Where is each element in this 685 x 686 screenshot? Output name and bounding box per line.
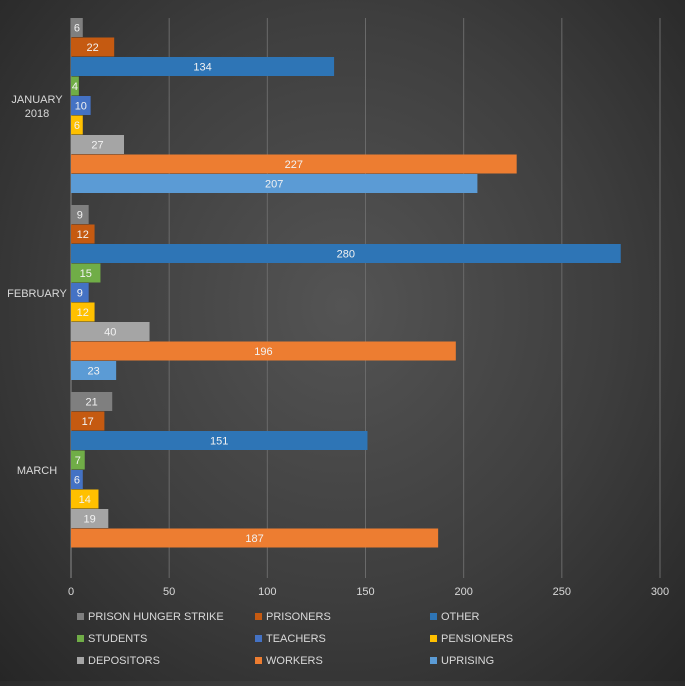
legend-swatch (255, 613, 262, 620)
bar-teachers (71, 283, 89, 302)
bar-teachers (71, 96, 91, 115)
legend-label: TEACHERS (266, 633, 326, 645)
x-tick-label: 300 (651, 586, 669, 598)
data-label: 151 (210, 436, 228, 448)
bar-pensioners (71, 115, 83, 135)
x-tick-label: 250 (553, 586, 571, 598)
bar-uprising (71, 174, 478, 193)
legend-label: PRISONERS (266, 611, 331, 623)
data-label: 280 (337, 249, 355, 261)
bar-prison-hunger-strike (71, 392, 113, 411)
x-tick-label: 50 (163, 586, 175, 598)
legend-swatch (255, 657, 262, 664)
legend-label: PENSIONERS (441, 633, 513, 645)
legend-label: WORKERS (266, 655, 323, 667)
legend-label: STUDENTS (88, 633, 147, 645)
bar-prisoners (71, 37, 115, 57)
data-label: 6 (74, 475, 80, 487)
data-label: 6 (74, 23, 80, 35)
data-label: 15 (80, 268, 92, 280)
legend-label: OTHER (441, 611, 480, 623)
x-axis-ticks: 0 50 100 150 200 250 300 (68, 586, 669, 598)
bar-prison-hunger-strike (71, 205, 89, 224)
bar-students (71, 76, 79, 96)
bar-depositors (71, 135, 125, 154)
data-label: 207 (265, 179, 283, 191)
legend-swatch (430, 613, 437, 620)
bar-depositors (71, 509, 109, 528)
data-label: 19 (84, 514, 96, 526)
legend: PRISON HUNGER STRIKE PRISONERS OTHER STUDEN… (77, 611, 513, 667)
bar-prisoners (71, 411, 105, 431)
bar-other (71, 431, 368, 450)
data-label: 23 (87, 366, 99, 378)
legend-label: DEPOSITORS (88, 655, 160, 667)
category-label: MARCH (17, 465, 57, 477)
x-tick-label: 150 (356, 586, 374, 598)
category-label: JANUARY 2018 (11, 94, 63, 120)
x-tick-label: 200 (454, 586, 472, 598)
legend-swatch (77, 613, 84, 620)
legend-label: PRISON HUNGER STRIKE (88, 611, 224, 623)
bar-workers (71, 528, 439, 548)
data-label: 21 (85, 397, 97, 409)
category-label-line: MARCH (17, 465, 57, 477)
gridlines (168, 18, 661, 578)
bar-pensioners (71, 489, 99, 509)
data-label: 6 (74, 120, 80, 132)
bar-students (71, 263, 101, 283)
legend-swatch (77, 657, 84, 664)
data-label: 187 (245, 533, 263, 545)
category-label-line: 2018 (25, 108, 49, 120)
bar-other (71, 244, 621, 263)
data-label: 7 (75, 455, 81, 467)
bar-teachers (71, 470, 83, 489)
bar-prisoners (71, 224, 95, 244)
data-label: 17 (82, 416, 94, 428)
data-label: 12 (77, 307, 89, 319)
bar-workers (71, 154, 517, 174)
bar-uprising (71, 361, 117, 380)
category-labels: JANUARY 2018 FEBRUARY MARCH (7, 94, 67, 477)
data-label: 4 (72, 81, 78, 93)
bar-workers (71, 341, 456, 361)
data-label: 10 (75, 101, 87, 113)
legend-swatch (77, 635, 84, 642)
data-label: 9 (77, 288, 83, 300)
data-label: 14 (79, 494, 91, 506)
category-label: FEBRUARY (7, 288, 67, 300)
legend-swatch (430, 657, 437, 664)
data-label: 227 (285, 159, 303, 171)
data-label: 196 (254, 346, 272, 358)
category-label-line: JANUARY (11, 94, 63, 106)
data-label: 12 (77, 229, 89, 241)
bar-prison-hunger-strike (71, 18, 83, 37)
data-label: 22 (86, 42, 98, 54)
bar-pensioners (71, 302, 95, 322)
bars: 6221344106272272079122801591240196232117… (71, 18, 621, 548)
data-label: 40 (104, 327, 116, 339)
category-label-line: FEBRUARY (7, 288, 67, 300)
bar-depositors (71, 322, 150, 341)
legend-swatch (255, 635, 262, 642)
data-label: 9 (77, 210, 83, 222)
data-label: 27 (91, 140, 103, 152)
x-tick-label: 0 (68, 586, 74, 598)
bar-other (71, 57, 335, 76)
legend-swatch (430, 635, 437, 642)
bar-students (71, 450, 85, 470)
data-label: 134 (193, 62, 211, 74)
legend-label: UPRISING (441, 655, 494, 667)
x-tick-label: 100 (258, 586, 276, 598)
